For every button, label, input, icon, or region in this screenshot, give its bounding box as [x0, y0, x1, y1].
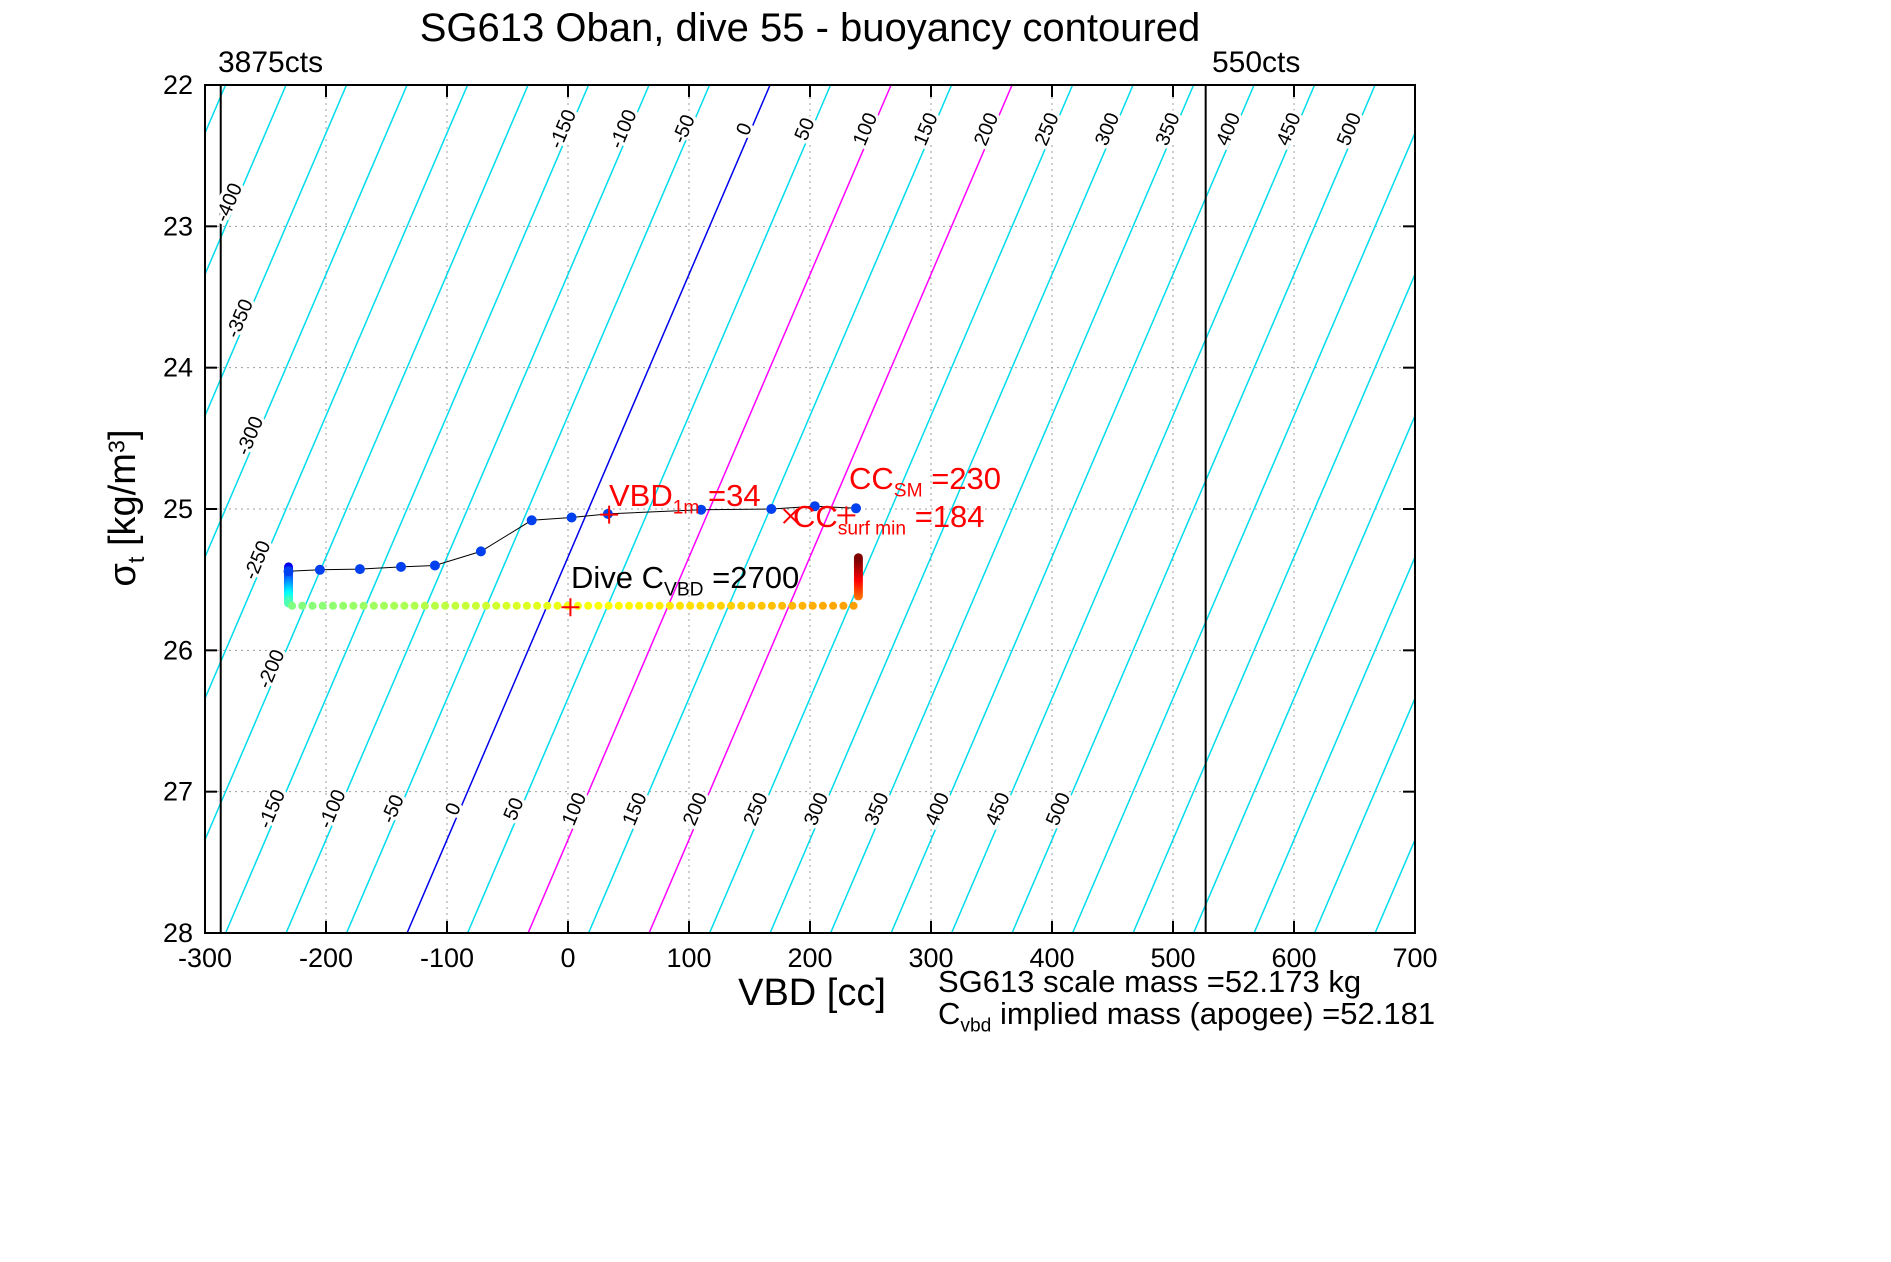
svg-text:28: 28	[163, 918, 193, 948]
annotation-text: VBD	[609, 478, 673, 513]
svg-text:-100: -100	[606, 107, 642, 152]
svg-text:-150: -150	[254, 786, 290, 831]
annotation-value: =2700	[703, 560, 800, 595]
svg-text:27: 27	[163, 777, 193, 807]
svg-text:-150: -150	[545, 107, 581, 152]
footer-text: C	[938, 996, 961, 1031]
annotation-dive-c-vbd: Dive CVBD =2700	[571, 560, 799, 601]
ylabel-units-end: ]	[102, 429, 145, 440]
annotation-subscript: VBD	[664, 579, 704, 601]
svg-text:-100: -100	[315, 786, 351, 831]
svg-text:-300: -300	[232, 413, 268, 458]
implied-mass-text: Cvbd implied mass (apogee) =52.181	[938, 996, 1435, 1037]
annotation-text: CC	[793, 499, 838, 534]
svg-text:600: 600	[1271, 943, 1316, 973]
annotation-subscript: 1m	[672, 497, 700, 519]
annotation-text: CC	[849, 461, 894, 496]
footer-value: implied mass (apogee) =52.181	[991, 996, 1436, 1031]
footer-subscript: vbd	[960, 1015, 992, 1037]
annotation-value: =184	[906, 499, 985, 534]
ylabel-symbol: σ	[102, 563, 145, 587]
svg-text:22: 22	[163, 70, 193, 100]
annotation-cc-surf-min: CCsurf min =184	[793, 499, 985, 540]
svg-text:23: 23	[163, 211, 193, 241]
svg-text:26: 26	[163, 635, 193, 665]
svg-text:400: 400	[1029, 943, 1074, 973]
svg-text:-200: -200	[299, 943, 353, 973]
annotation-value: =34	[699, 478, 761, 513]
svg-text:-200: -200	[254, 646, 290, 691]
scale-mass-text: SG613 scale mass =52.173 kg	[938, 964, 1362, 999]
y-axis-label: σt [kg/m3]	[102, 429, 150, 586]
ylabel-units: [kg/m	[102, 453, 145, 557]
svg-text:-100: -100	[420, 943, 474, 973]
annotation-value: =230	[922, 461, 1002, 496]
annotation-subscript: SM	[893, 480, 923, 502]
svg-text:100: 100	[666, 943, 711, 973]
annotation-vbd-1m: VBD1m =34	[609, 478, 761, 519]
ylabel-superscript: 3	[103, 439, 130, 454]
svg-text:-300: -300	[178, 943, 232, 973]
svg-text:-400: -400	[211, 180, 247, 225]
svg-text:-350: -350	[222, 296, 258, 341]
svg-text:500: 500	[1150, 943, 1195, 973]
svg-text:700: 700	[1392, 943, 1437, 973]
annotation-cc-sm: CCSM =230	[849, 461, 1001, 502]
right-counts-label: 550cts	[1212, 46, 1301, 79]
left-counts-label: 3875cts	[218, 46, 324, 79]
annotation-text: Dive C	[571, 560, 665, 595]
annotation-subscript: surf min	[837, 518, 907, 540]
svg-text:0: 0	[560, 943, 575, 973]
svg-text:-250: -250	[240, 538, 276, 583]
x-axis-label: VBD [cc]	[738, 972, 886, 1014]
svg-text:25: 25	[163, 494, 193, 524]
svg-text:300: 300	[908, 943, 953, 973]
svg-text:200: 200	[787, 943, 832, 973]
svg-text:24: 24	[163, 353, 193, 383]
chart-title: SG613 Oban, dive 55 - buoyancy contoured	[419, 6, 1201, 50]
ylabel-subscript: t	[122, 556, 149, 564]
